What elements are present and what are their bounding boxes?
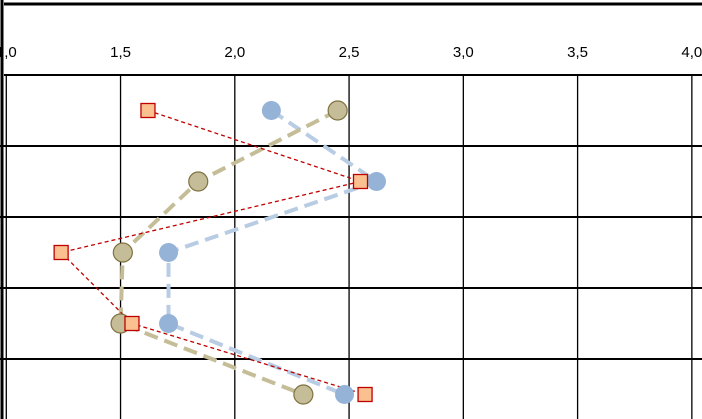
x-tick-label: 2,0 xyxy=(224,44,245,61)
series-3-point xyxy=(124,315,140,332)
series-1-point xyxy=(159,314,179,333)
series-2-point xyxy=(112,242,133,263)
series-3-point xyxy=(357,386,373,403)
series-3-point xyxy=(352,173,369,190)
x-tick-label: 4,0 xyxy=(681,44,702,61)
series-2-line xyxy=(118,108,339,397)
x-tick-label: 3,0 xyxy=(453,44,474,61)
series-1-point xyxy=(159,243,179,262)
series-1-line xyxy=(166,108,381,397)
x-axis-tick-labels: 1,0 1,5 2,0 2,5 3,0 3,5 4,0 xyxy=(0,44,702,61)
series-2-point xyxy=(188,171,209,192)
x-tick-label: 2,5 xyxy=(339,44,360,61)
series-1-point xyxy=(335,385,355,404)
series-1-point xyxy=(366,172,386,191)
x-tick-label: 1,0 xyxy=(0,44,17,61)
series-2-point xyxy=(293,384,314,405)
x-tick-label: 1,5 xyxy=(110,44,131,61)
series-3-point xyxy=(53,244,69,261)
x-tick-label: 3,5 xyxy=(567,44,588,61)
series-1-point xyxy=(261,101,281,120)
series-lines xyxy=(59,108,381,397)
series-markers xyxy=(53,100,386,405)
series-2-point xyxy=(327,100,348,121)
series-3-line xyxy=(59,109,366,396)
series-3-point xyxy=(140,102,156,119)
